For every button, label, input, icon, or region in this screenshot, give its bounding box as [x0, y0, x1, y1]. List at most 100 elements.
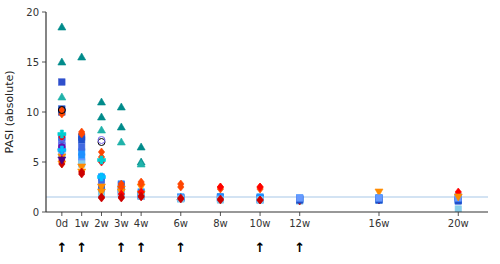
point — [117, 138, 125, 145]
arrow-annotation: ↑ — [294, 240, 305, 255]
series — [59, 151, 462, 212]
series — [59, 134, 462, 203]
arrow-annotation: ↑ — [116, 240, 127, 255]
x-tick-label: 3w — [114, 218, 129, 229]
point — [454, 194, 462, 201]
x-tick-label: 8w — [213, 218, 228, 229]
series — [59, 160, 462, 205]
x-tick-label: 12w — [289, 218, 310, 229]
x-tick — [180, 212, 181, 216]
y-tick-label: 15 — [26, 57, 39, 68]
point — [257, 197, 263, 203]
arrow-annotation: ↑ — [76, 240, 87, 255]
point — [78, 53, 86, 60]
x-tick-label: 1w — [74, 218, 89, 229]
point — [297, 196, 303, 202]
point — [217, 196, 223, 204]
point — [78, 144, 84, 150]
y-tick-label: 5 — [33, 157, 39, 168]
point — [98, 137, 105, 144]
series — [58, 58, 145, 150]
point — [97, 113, 105, 120]
point — [178, 194, 184, 202]
plot-area — [46, 23, 488, 212]
point — [376, 195, 382, 201]
point — [297, 196, 303, 202]
point — [455, 195, 461, 201]
x-tick-label: 10w — [250, 218, 271, 229]
x-tick — [299, 212, 300, 216]
point — [455, 194, 461, 200]
x-tick — [458, 212, 459, 216]
x-tick-label: 20w — [448, 218, 469, 229]
point — [137, 160, 145, 167]
x-tick-label: 0d — [55, 218, 68, 229]
series — [58, 157, 66, 164]
point — [376, 195, 382, 201]
series — [58, 154, 383, 196]
point — [117, 103, 125, 110]
point — [98, 194, 104, 202]
series — [59, 106, 462, 202]
point — [58, 23, 66, 30]
series — [297, 195, 462, 201]
point — [297, 195, 303, 201]
y-axis-line — [45, 12, 46, 212]
point — [58, 58, 66, 65]
point — [178, 195, 184, 203]
point — [455, 206, 461, 212]
reference-line — [46, 196, 488, 197]
series — [59, 137, 145, 197]
x-tick-label: 6w — [174, 218, 189, 229]
arrow-annotation: ↑ — [136, 240, 147, 255]
point — [59, 79, 65, 85]
x-tick-label: 16w — [369, 218, 390, 229]
point — [58, 93, 66, 100]
x-tick — [81, 212, 82, 216]
point — [137, 143, 145, 150]
x-tick-label: 4w — [134, 218, 149, 229]
series — [59, 144, 462, 201]
point — [376, 196, 382, 202]
point — [97, 126, 105, 133]
point — [58, 130, 66, 138]
point — [97, 156, 105, 164]
x-axis-line — [46, 211, 488, 212]
point — [217, 195, 223, 203]
series — [59, 79, 65, 85]
point — [376, 195, 382, 201]
series — [59, 110, 264, 193]
series — [58, 93, 145, 167]
point — [455, 195, 461, 201]
point — [78, 130, 84, 138]
point — [97, 98, 105, 105]
series — [59, 149, 462, 203]
point — [58, 146, 66, 154]
point — [138, 180, 144, 188]
arrow-annotation: ↑ — [255, 240, 266, 255]
series — [59, 133, 462, 198]
point — [217, 183, 223, 191]
point — [98, 193, 104, 201]
series — [58, 23, 185, 200]
point — [178, 183, 184, 191]
point — [138, 193, 144, 201]
point — [257, 196, 263, 204]
y-tick-label: 0 — [33, 207, 39, 218]
arrow-annotation: ↑ — [175, 240, 186, 255]
series — [59, 106, 264, 191]
point — [58, 107, 65, 114]
point — [58, 157, 66, 164]
x-tick — [378, 212, 379, 216]
point — [118, 193, 124, 201]
point — [257, 196, 263, 204]
y-tick-label: 20 — [26, 7, 39, 18]
x-tick — [260, 212, 261, 216]
point — [117, 123, 125, 130]
arrow-annotation: ↑ — [56, 240, 67, 255]
chart: 051015200d1w2w3w4w6w8w10w12w16w20wPASI (… — [0, 0, 500, 264]
series — [59, 156, 462, 204]
y-tick-label: 10 — [26, 107, 39, 118]
point — [97, 173, 105, 181]
x-tick-label: 2w — [94, 218, 109, 229]
